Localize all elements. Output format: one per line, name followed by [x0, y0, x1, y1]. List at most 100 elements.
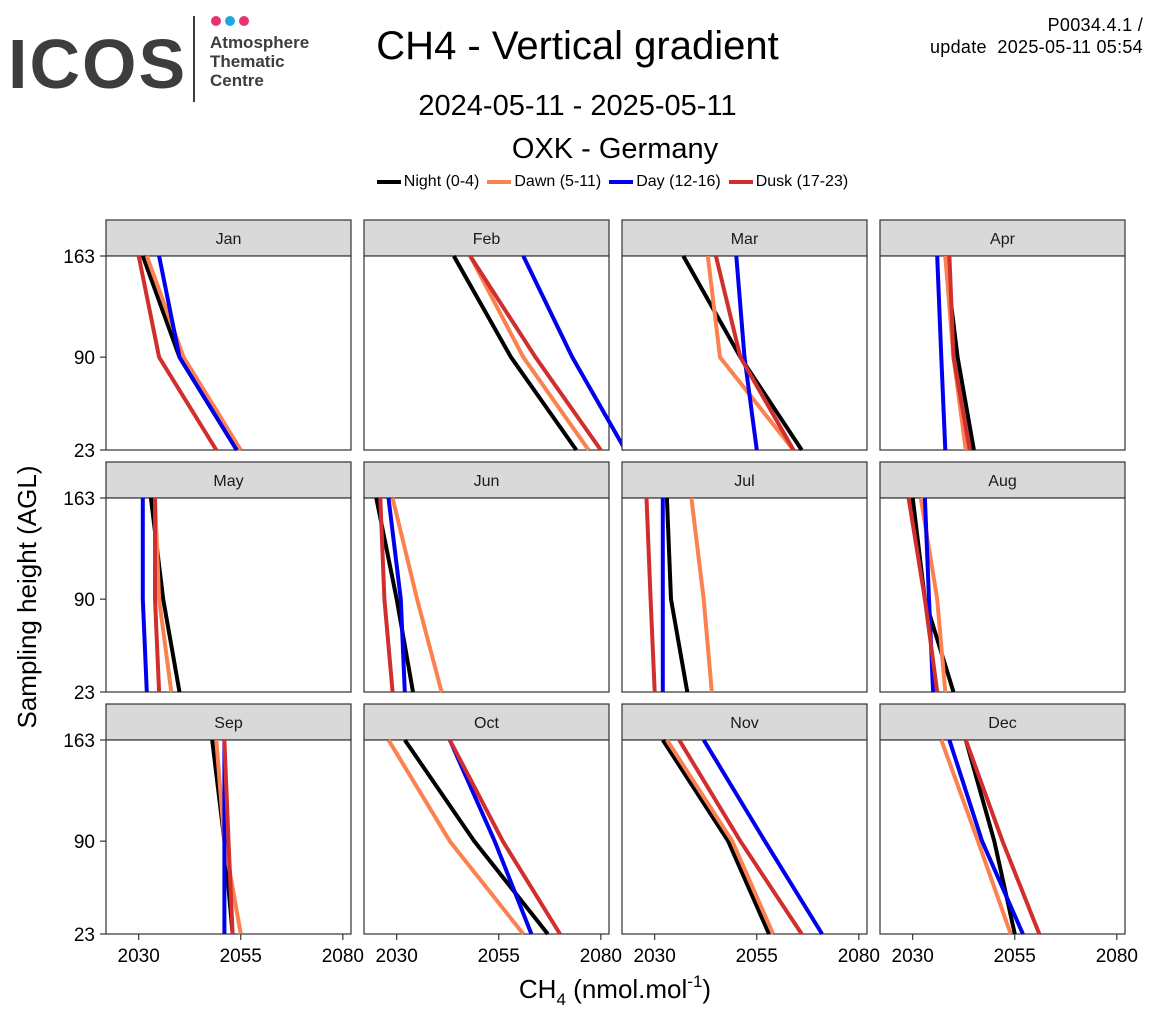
- x-axis-title-close: ): [702, 974, 711, 1004]
- x-axis-title-sub: 4: [556, 990, 565, 1009]
- panel-strip-label: Apr: [990, 231, 1016, 248]
- panel-strip: [363, 461, 610, 499]
- y-tick-label: 23: [74, 683, 95, 704]
- y-tick-label: 90: [74, 590, 95, 611]
- series-line: [390, 497, 444, 693]
- series-line: [386, 497, 407, 693]
- series-line: [222, 739, 235, 935]
- series-line: [939, 739, 1013, 935]
- panel-border: [363, 739, 610, 935]
- logo-dot-3: [239, 16, 249, 26]
- series-line: [144, 255, 243, 452]
- series-line: [677, 738, 804, 936]
- x-axis-title: CH4 (nmol.mol-1): [519, 972, 711, 1009]
- y-tick-label: 163: [63, 731, 95, 752]
- series-line: [403, 738, 550, 936]
- series-line: [468, 255, 591, 452]
- panel-strip-label: Jan: [216, 231, 242, 248]
- panel-strip-label: May: [213, 473, 243, 490]
- version-info: P0034.4.1 / update 2025-05-11 05:54: [930, 14, 1143, 58]
- panel-strip-label: Nov: [730, 715, 758, 732]
- legend-swatch: [376, 180, 401, 184]
- series-line: [447, 739, 534, 935]
- panel-border: [105, 497, 352, 693]
- series-line: [701, 738, 824, 936]
- logo-sub-2: Thematic: [210, 52, 285, 71]
- series-line: [468, 254, 603, 452]
- legend-item: Night (0-4): [376, 172, 480, 192]
- panel-strip: [363, 219, 610, 257]
- legend-item: Day (12-16): [609, 172, 721, 192]
- series-line: [665, 738, 775, 935]
- series-line: [521, 255, 628, 451]
- series-line: [963, 739, 1042, 935]
- x-axis-title-sup: -1: [687, 972, 702, 991]
- panel-strip: [879, 461, 1126, 499]
- series-line: [448, 739, 562, 936]
- panel-strip: [105, 219, 352, 257]
- icos-logo: ICOS Atmosphere Thematic Centre: [8, 16, 309, 103]
- series-line: [661, 738, 771, 935]
- x-tick-label: 2080: [838, 946, 880, 967]
- legend-item: Dusk (17-23): [728, 172, 848, 192]
- logo-sub-3: Centre: [210, 71, 264, 90]
- panel-strip-label: Mar: [731, 231, 759, 248]
- series-line: [386, 738, 525, 936]
- x-tick-label: 2055: [220, 946, 262, 967]
- chart-station: OXK - Germany: [511, 133, 719, 165]
- chart-legend: Night (0-4) Dawn (5-11) Day (12-16) Dusk (1…: [340, 172, 885, 192]
- panel-strip-label: Sep: [214, 715, 243, 732]
- y-tick-label: 23: [74, 441, 95, 462]
- panel-border: [879, 497, 1126, 693]
- x-tick-label: 2030: [892, 946, 934, 967]
- logo-sub-1: Atmosphere: [210, 33, 309, 52]
- x-axis-title-main: CH: [519, 974, 557, 1004]
- x-tick-label: 2030: [118, 946, 160, 967]
- x-tick-label: 2080: [1096, 946, 1138, 967]
- panel-strip: [363, 703, 610, 741]
- x-tick-label: 2080: [580, 946, 622, 967]
- y-tick-label: 163: [63, 247, 95, 268]
- x-tick-label: 2055: [736, 946, 778, 967]
- x-tick-label: 2030: [634, 946, 676, 967]
- version-line-1: P0034.4.1 /: [1047, 15, 1143, 35]
- series-line: [452, 255, 578, 452]
- series-line: [140, 498, 149, 693]
- chart-period: 2024-05-11 - 2025-05-11: [418, 90, 737, 122]
- series-line: [689, 497, 714, 693]
- panel-border: [621, 497, 868, 693]
- legend-swatch: [487, 180, 512, 184]
- series-line: [705, 255, 796, 452]
- version-line-2: update 2025-05-11 05:54: [929, 37, 1143, 57]
- y-tick-label: 90: [74, 832, 95, 853]
- panel-strip-label: Jun: [474, 473, 500, 490]
- chart-title: CH4 - Vertical gradient: [376, 24, 779, 68]
- x-tick-label: 2030: [376, 946, 418, 967]
- series-line: [644, 497, 657, 693]
- legend-label: Night (0-4): [403, 173, 480, 190]
- series-line: [906, 497, 940, 693]
- series-line: [947, 255, 972, 451]
- legend-label: Dawn (5-11): [514, 173, 602, 190]
- series-line: [947, 739, 1025, 935]
- series-line: [734, 255, 759, 451]
- panel-strip-label: Dec: [988, 715, 1016, 732]
- panel-strip: [879, 219, 1126, 257]
- panel-strip-label: Feb: [473, 231, 501, 248]
- series-line: [664, 497, 690, 693]
- series-line: [153, 498, 162, 693]
- legend-swatch: [609, 180, 634, 184]
- y-tick-label: 90: [74, 348, 95, 369]
- y-tick-label: 23: [74, 925, 95, 946]
- panel-border: [621, 739, 868, 935]
- legend-item: Dawn (5-11): [487, 172, 601, 192]
- y-axis-title: Sampling height (AGL): [12, 465, 42, 728]
- series-line: [136, 255, 219, 452]
- x-axis-title-unit: (nmol.mol: [566, 974, 687, 1004]
- logo-wordmark: ICOS: [8, 25, 187, 103]
- series-line: [157, 255, 239, 452]
- panel-strip-label: Oct: [474, 715, 499, 732]
- panel-strip: [105, 461, 352, 499]
- y-tick-label: 163: [63, 489, 95, 510]
